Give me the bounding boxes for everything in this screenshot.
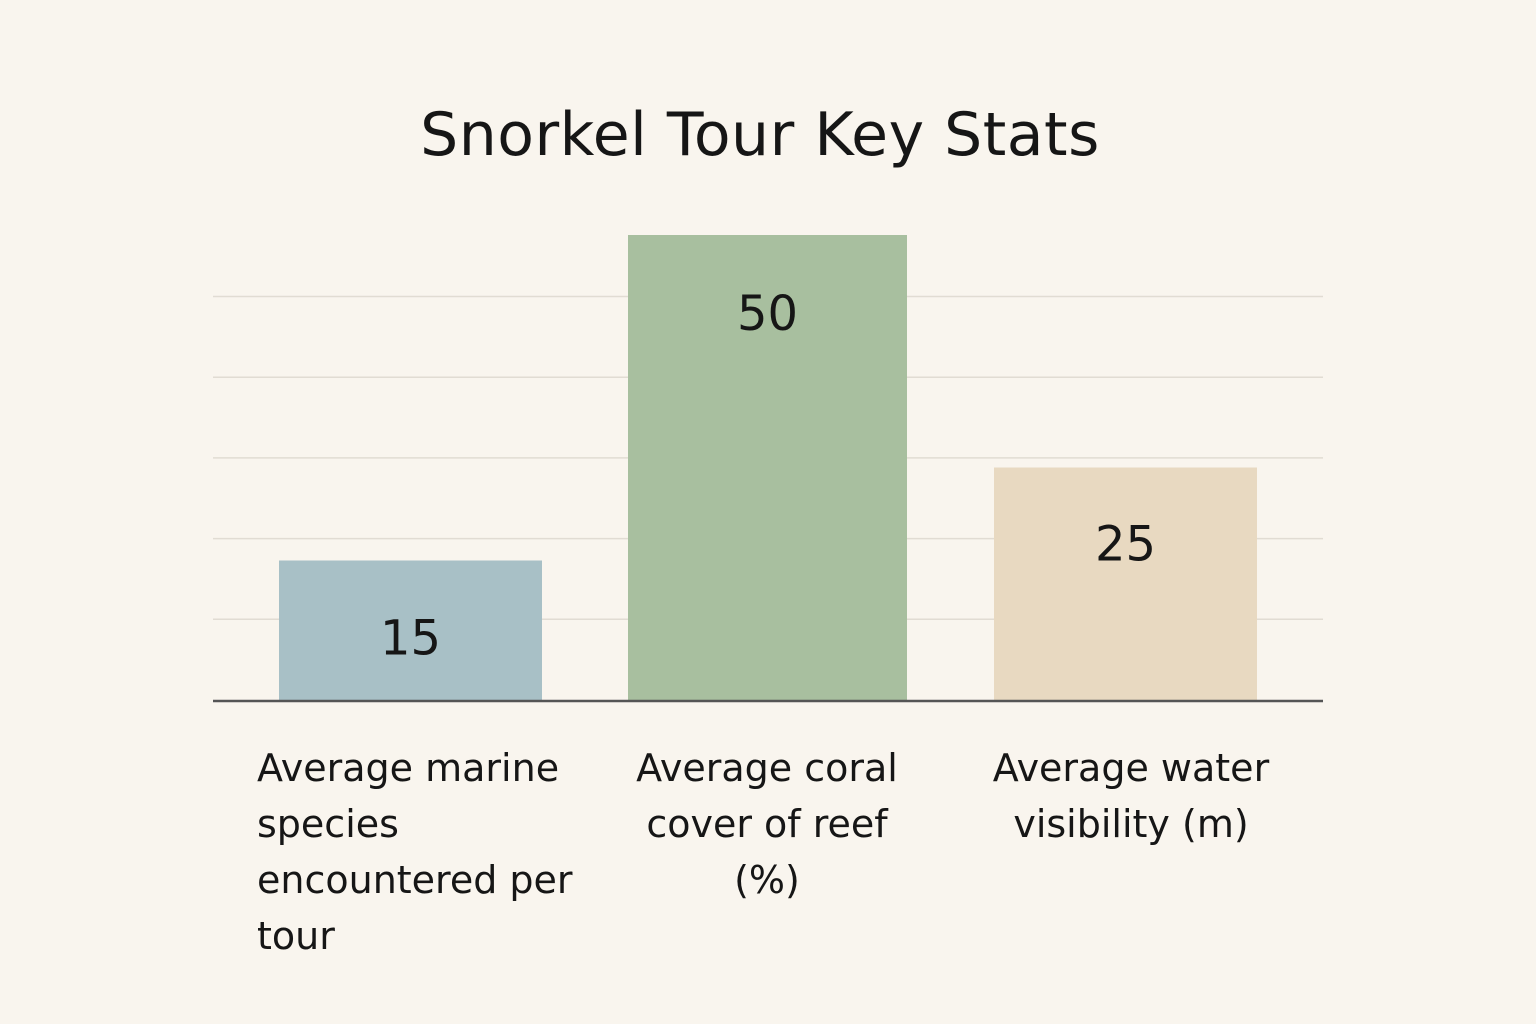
bar-water-visibility (994, 467, 1257, 700)
category-label-water-visibility: Average water visibility (m) (992, 746, 1270, 846)
category-label-marine-species: Average marine species encountered per t… (257, 746, 573, 958)
bar-value-label: 50 (737, 286, 798, 342)
bar-coral-cover (628, 235, 907, 700)
category-label-coral-cover: Average coral cover of reef (%) (636, 746, 898, 902)
bars: 15 50 25 (279, 235, 1257, 700)
bar-value-label: 25 (1095, 517, 1156, 573)
bar-marine-species (279, 560, 542, 700)
bar-value-label: 15 (380, 611, 441, 667)
chart-title: Snorkel Tour Key Stats (420, 100, 1100, 170)
